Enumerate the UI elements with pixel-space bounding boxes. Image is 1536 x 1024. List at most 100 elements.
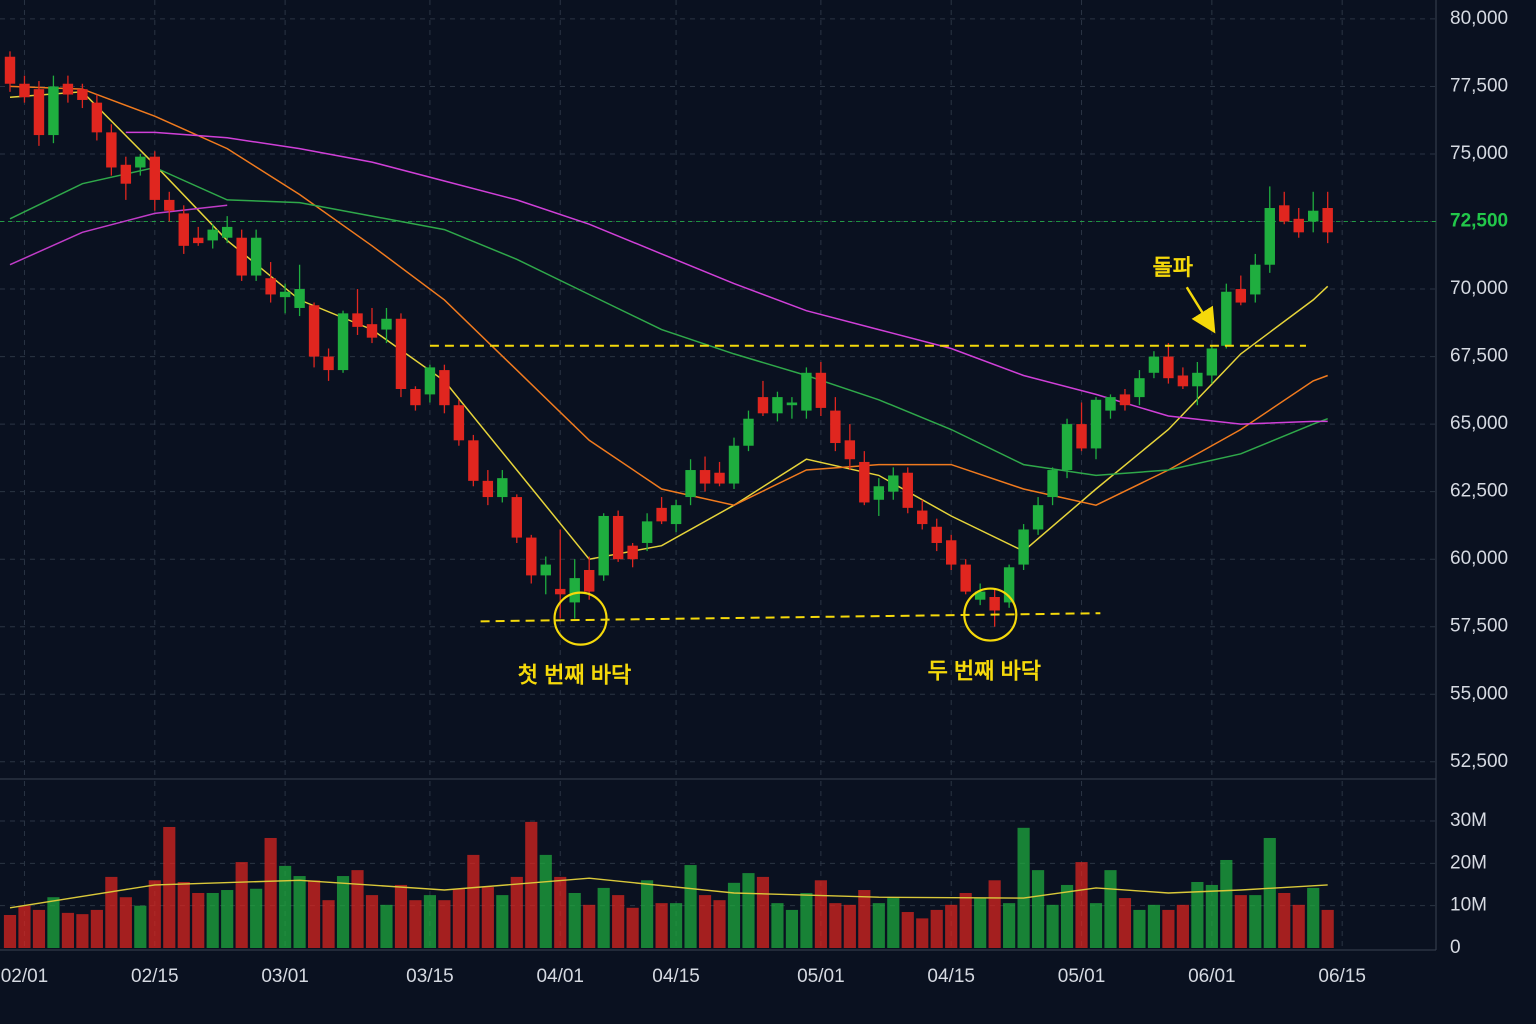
volume-bar [192,892,205,948]
moving-average-line [9,166,1328,477]
volume-bar [365,895,379,948]
candle-body [1076,424,1087,449]
candle-body [1235,289,1247,303]
candle-body [1047,470,1058,498]
volume-bar [279,865,292,948]
volume-bar [597,887,610,948]
candle-body [1322,208,1333,233]
volume-bar [1017,827,1030,948]
candle-body [19,83,30,98]
volume-bar [1249,895,1262,948]
candle-body [902,472,913,508]
volume-bar [1046,904,1059,948]
y-tick-label: 70,000 [1450,278,1508,299]
bottom-circle [963,587,1018,642]
volume-average-line [9,877,1328,909]
volume-bar [32,909,46,948]
volume-bar [76,914,89,948]
bottom-label: 첫 번째 바닥 [518,662,631,687]
candle-body [1177,375,1189,387]
candle-body [1061,424,1073,471]
candle-body [308,305,320,357]
candle-body [410,389,421,406]
candle-body [1279,205,1290,222]
candle-body [844,440,856,460]
volume-bar [945,904,958,948]
volume-bar [713,900,726,948]
volume-bar [61,912,74,948]
volume-bar [974,898,987,948]
candle-body [757,397,769,414]
volume-bar [481,887,494,948]
candle-body [62,83,74,95]
candle-body [366,324,378,338]
candle-body [612,515,624,560]
candle-body [815,372,827,408]
candle-body [1090,399,1102,449]
volume-bar [47,897,60,948]
candle-body [135,156,146,168]
candle-body [395,318,407,389]
y-tick-label: 62,500 [1450,481,1508,502]
support-line [480,612,1101,623]
candle-body [786,402,798,406]
volume-bar [742,873,755,948]
volume-bar [235,862,248,948]
x-tick-label: 02/15 [131,966,179,987]
candle-body [1221,291,1232,346]
volume-bar [684,865,697,948]
volume-bar [756,876,770,948]
volume-bar [148,880,161,948]
volume-tick-label: 0 [1450,937,1461,958]
volume-bar [1133,909,1146,948]
moving-average-line [9,204,228,266]
x-tick-label: 04/15 [652,966,700,987]
y-tick-label: 60,000 [1450,548,1508,569]
volume-bar [409,900,422,948]
volume-bar [800,892,813,948]
candle-body [1003,567,1015,603]
candle-body [91,102,103,133]
y-tick-label: 52,500 [1450,751,1508,772]
candle-body [728,445,740,484]
y-tick-label: 75,000 [1450,143,1508,164]
candle-body [974,591,986,600]
candle-body [1018,529,1029,565]
bottom-circle [553,591,608,646]
candle-body [221,226,233,238]
candle-body [381,318,392,330]
volume-bar [612,895,625,948]
candle-body [4,56,16,84]
candle-body [1293,218,1304,233]
volume-bar [655,903,668,948]
candle-body [960,564,971,592]
x-tick-label: 05/01 [1058,966,1106,987]
candle-body [598,515,609,576]
x-tick-label: 02/01 [1,966,49,987]
volume-bar [336,876,350,948]
volume-bar [1118,898,1132,948]
volume-bar [988,880,1001,948]
candle-body [164,199,175,211]
volume-tick-label: 20M [1450,852,1487,873]
candle-body [888,475,899,492]
breakout-label: 돌파 [1153,255,1194,280]
volume-bar [959,892,972,948]
candle-body [540,564,551,576]
candle-body [77,89,88,100]
volume-bar [1162,909,1175,948]
volume-bar [322,900,335,948]
candle-body [859,461,870,503]
volume-bar [554,876,567,948]
candle-body [989,597,1000,611]
volume-bar [669,903,683,948]
candle-body [323,356,334,371]
volume-bar [916,918,929,948]
candle-body [250,237,262,276]
volume-bar [510,876,523,948]
candle-body [33,89,45,136]
candle-body [1250,264,1261,295]
volume-bar [1003,903,1016,948]
breakout-arrow [1185,286,1216,334]
volume-bar [1321,909,1334,948]
